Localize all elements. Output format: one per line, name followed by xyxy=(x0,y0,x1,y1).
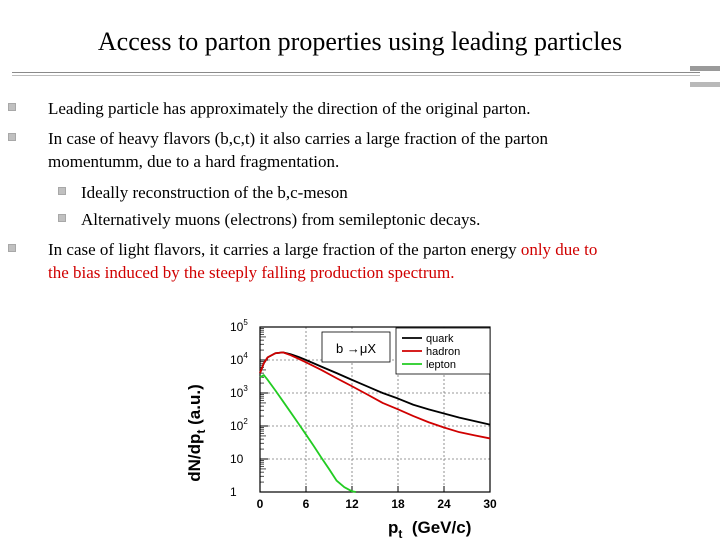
y-tick-base: 1 xyxy=(230,485,237,499)
x-tick-label: 24 xyxy=(437,497,451,511)
x-tick-label: 18 xyxy=(391,497,405,511)
y-axis-label-main: dN/dp xyxy=(185,434,204,482)
y-tick-base: 10 xyxy=(230,386,244,400)
y-tick-label: 103 xyxy=(230,384,248,400)
sub-bullet-square-icon xyxy=(58,214,66,222)
legend-label-hadron: hadron xyxy=(426,346,460,358)
bullet-item-2-line2: momentumm, due to a hard fragmentation. xyxy=(48,152,340,171)
y-axis-label: dN/dpt (a.u.) xyxy=(185,384,208,482)
y-tick-label: 105 xyxy=(230,318,248,334)
bullet-item-3-highlight: only due to xyxy=(520,240,598,259)
y-tick-label: 104 xyxy=(230,351,248,367)
y-tick-label: 1 xyxy=(230,485,237,499)
sub-bullet-item-2: Alternatively muons (electrons) from sem… xyxy=(81,210,481,229)
bullet-square-icon xyxy=(8,133,16,141)
y-axis-label-sub: t xyxy=(194,430,208,434)
y-axis-label-rest: (a.u.) xyxy=(185,384,204,429)
y-tick-label: 102 xyxy=(230,417,248,433)
legend-label-quark: quark xyxy=(426,333,454,345)
plot-frame xyxy=(259,326,491,493)
x-axis-label: pt (GeV/c) xyxy=(388,518,471,540)
x-axis-label-main: p xyxy=(388,518,398,537)
y-tick-base: 10 xyxy=(230,353,244,367)
y-tick-base: 10 xyxy=(230,419,244,433)
y-tick-label: 10 xyxy=(230,452,244,466)
plot-labels: dN/dpt (a.u.) pt (GeV/c) xyxy=(185,384,471,540)
bullet-item-1: Leading particle has approximately the d… xyxy=(48,99,531,118)
title-divider-secondary xyxy=(12,75,700,76)
y-tick-base: 10 xyxy=(230,452,244,466)
annotation-box xyxy=(321,331,391,363)
y-tick-exponent: 4 xyxy=(243,351,248,360)
x-tick-label: 0 xyxy=(257,497,264,511)
x-tick-label: 12 xyxy=(345,497,359,511)
legend-label-lepton: lepton xyxy=(426,359,456,371)
x-axis-label-rest: (GeV/c) xyxy=(402,518,471,537)
y-tick-exponent: 3 xyxy=(243,384,248,393)
bullet-item-2-line1: In case of heavy flavors (b,c,t) it also… xyxy=(48,129,549,148)
x-tick-label: 6 xyxy=(303,497,310,511)
series-line-hadron xyxy=(259,351,491,440)
sub-bullet-square-icon xyxy=(58,187,66,195)
x-tick-label: 30 xyxy=(483,497,497,511)
y-tick-base: 10 xyxy=(230,320,244,334)
series-line-lepton xyxy=(259,374,356,493)
decorative-bar-top xyxy=(690,66,720,71)
sub-bullet-item-1: Ideally reconstruction of the b,c-meson xyxy=(81,183,348,202)
decorative-bar-bottom xyxy=(690,82,720,87)
decay-annotation: b →μX xyxy=(336,341,376,356)
slide-title: Access to parton properties using leadin… xyxy=(97,27,623,56)
chart-area: 0 6 12 18 24 30105104103102101quarkhadronlept… xyxy=(230,318,497,511)
bullet-item-3-line1: In case of light flavors, it carries a l… xyxy=(48,238,597,261)
y-tick-exponent: 2 xyxy=(243,417,248,426)
bullet-item-3-text: In case of light flavors, it carries a l… xyxy=(48,240,521,259)
bullet-square-icon xyxy=(8,103,16,111)
x-axis-label-sub: t xyxy=(398,527,402,540)
bullet-square-icon xyxy=(8,244,16,252)
y-tick-exponent: 5 xyxy=(243,318,248,327)
title-divider xyxy=(12,72,700,73)
bullet-item-3-line2: the bias induced by the steeply falling … xyxy=(48,263,455,282)
spectrum-plot: dN/dpt (a.u.) pt (GeV/c) 0 6 12 18 24 30 105 10… xyxy=(170,305,510,540)
